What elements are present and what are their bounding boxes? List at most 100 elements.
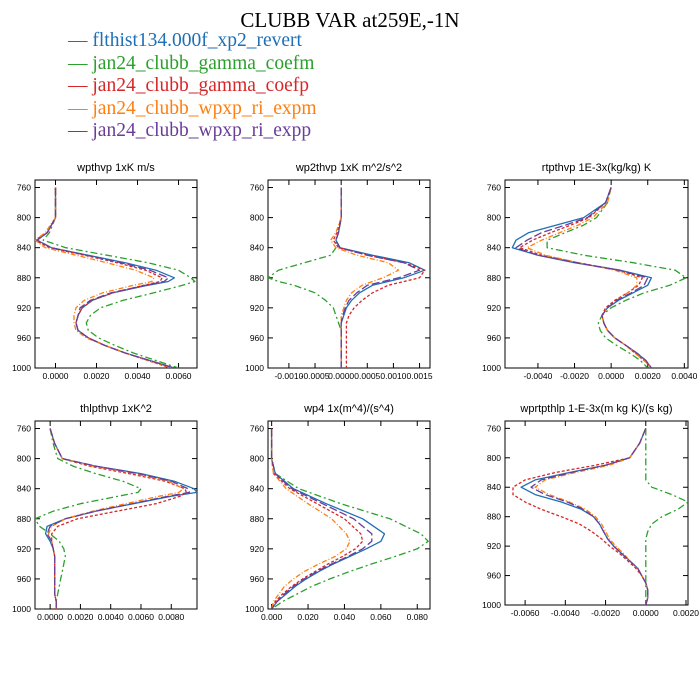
x-tick-label: 0.0060 [166,371,192,381]
y-tick-label: 920 [487,303,501,313]
chart-panel: wp4 1x(m^4)/(s^4)76080084088092096010000… [245,403,431,622]
legend-item: — jan24_clubb_wpxp_ri_expp [68,120,312,141]
x-tick-label: -0.0020 [591,608,620,618]
series-group [35,428,197,609]
y-tick-label: 840 [487,482,501,492]
x-tick-label: 0.040 [334,612,356,622]
series-group [512,428,688,605]
x-tick-label: -0.0010 [274,371,303,381]
x-tick-label: 0.0000 [328,371,354,381]
x-tick-label: -0.0040 [524,371,553,381]
y-tick-label: 960 [250,574,264,584]
x-tick-label: 0.0010 [380,371,406,381]
y-tick-label: 880 [487,512,501,522]
series-line [268,187,342,368]
y-tick-label: 960 [250,333,264,343]
y-tick-label: 760 [250,183,264,193]
y-tick-label: 880 [17,273,31,283]
series-line [46,428,191,609]
series-line [270,428,351,609]
series-line [534,428,649,605]
series-line [49,428,188,609]
y-tick-label: 760 [250,424,264,434]
series-line [270,428,429,609]
series-line [44,428,197,609]
y-tick-label: 760 [487,183,501,193]
series-line [511,187,653,368]
chart-panel: wp2thvp 1xK m^2/s^2 760 800 840 880 920 960 100… [245,162,433,381]
x-tick-label: 0.0020 [635,371,661,381]
series-line [515,187,652,368]
plot-frame [34,420,198,610]
y-tick-label: 840 [17,243,31,253]
y-tick-label: 840 [487,243,501,253]
x-tick-label: -0.0060 [511,608,540,618]
legend-item: — flthist134.000f_xp2_revert [68,30,302,51]
y-tick-label: 960 [17,333,31,343]
panel-title: wprtpthlp 1-E-3x(m kg K)/(s kg) [519,403,672,415]
figure-title: CLUBB VAR at259E,-1N [240,8,460,32]
x-tick-label: 0.0015 [407,371,433,381]
plot-frame [504,420,689,606]
series-line [530,428,649,605]
y-tick-label: 920 [250,303,264,313]
y-tick-label: 800 [250,454,264,464]
y-tick-label: 760 [17,424,31,434]
series-line [512,428,649,605]
x-tick-label: 0.000 [261,612,283,622]
series-line [518,187,652,368]
y-tick-label: 960 [17,574,31,584]
y-tick-label: 920 [17,544,31,554]
y-tick-label: 800 [17,454,31,464]
legend-item: — jan24_clubb_gamma_coefp [68,75,309,96]
x-tick-label: -0.0040 [551,608,580,618]
chart-panel: thlpthvp 1xK^2 760 800 840 880 920 960 1000 0.00… [12,403,198,622]
x-tick-label: 0.0040 [671,371,697,381]
x-tick-label: 0.0005 [354,371,380,381]
series-line [270,428,386,609]
x-tick-label: 0.0020 [84,371,110,381]
x-tick-label: 0.0080 [158,612,184,622]
plot-frame [504,179,689,369]
plot-frame [267,179,431,369]
y-tick-label: 1000 [245,604,264,614]
y-tick-label: 760 [487,423,501,433]
x-tick-label: 0.0040 [98,612,124,622]
y-tick-label: 1000 [12,363,31,373]
series-line [546,187,687,368]
series-line [335,187,426,368]
y-tick-label: 1000 [245,363,264,373]
legend-item: — jan24_clubb_gamma_coefm [68,52,315,74]
series-line [645,428,688,605]
y-tick-label: 1000 [482,363,501,373]
plot-frame [34,179,198,369]
series-line [42,187,196,368]
y-tick-label: 840 [250,484,264,494]
series-group [35,187,196,368]
panel-title: thlpthvp 1xK^2 [80,403,152,415]
x-tick-label: 0.0000 [37,612,63,622]
chart-panel: rtpthvp 1E-3x(kg/kg) K 760 800 840 880 920 960… [482,162,698,381]
panel-title: wpthvp 1xK m/s [76,162,155,174]
x-tick-label: 0.0020 [67,612,93,622]
y-tick-label: 920 [250,544,264,554]
series-line [270,428,373,609]
y-tick-label: 960 [487,333,501,343]
y-tick-label: 880 [17,514,31,524]
x-tick-label: 0.0020 [673,608,699,618]
chart-panel: wpthvp 1xK m/s 760 800 840 880 920 960 1000 0.00… [12,162,198,381]
series-line [47,428,185,609]
series-group [511,187,687,368]
y-tick-label: 960 [487,571,501,581]
y-tick-label: 800 [17,213,31,223]
series-line [520,428,649,605]
series-line [270,428,364,609]
x-tick-label: 0.0000 [598,371,624,381]
y-tick-label: 840 [250,243,264,253]
series-group [268,187,426,368]
x-tick-label: 0.0040 [125,371,151,381]
y-tick-label: 920 [487,541,501,551]
legend: — flthist134.000f_xp2_revert — jan24_clu… [68,30,317,143]
series-group [270,428,429,609]
x-tick-label: 0.020 [297,612,319,622]
